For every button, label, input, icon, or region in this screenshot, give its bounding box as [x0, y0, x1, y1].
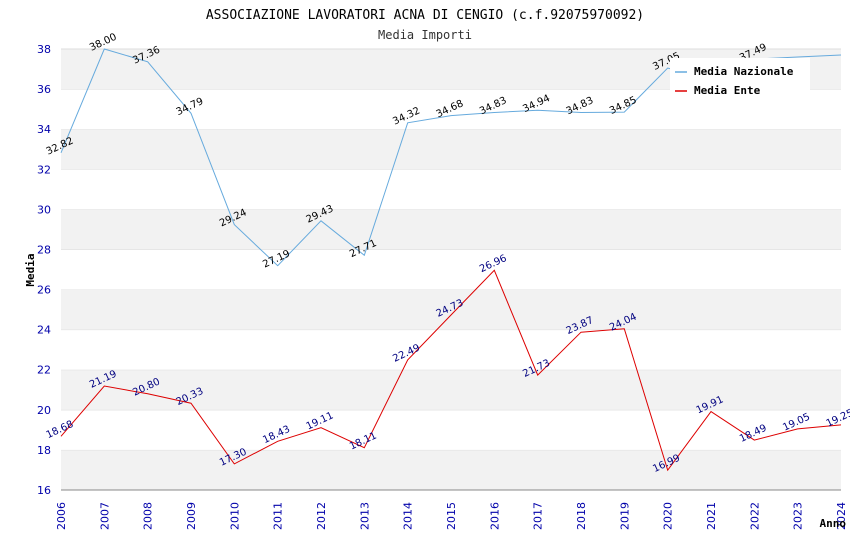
y-tick-label: 18: [37, 444, 51, 457]
x-tick-label: 2017: [532, 502, 545, 530]
x-tick-label: 2022: [748, 502, 761, 530]
x-tick-label: 2018: [575, 502, 588, 530]
grid-bands: [61, 48, 841, 490]
grid-band: [61, 329, 841, 370]
y-tick-label: 24: [37, 324, 51, 337]
legend-box: [670, 58, 810, 100]
chart-subtitle: Media Importi: [378, 28, 472, 42]
x-tick-label: 2014: [402, 502, 415, 530]
x-tick-label: 2013: [358, 502, 371, 530]
y-tick-label: 20: [37, 404, 51, 417]
chart-title: ASSOCIAZIONE LAVORATORI ACNA DI CENGIO (…: [206, 8, 644, 23]
y-tick-label: 32: [37, 163, 51, 176]
x-tick-label: 2006: [55, 502, 68, 530]
x-tick-label: 2019: [618, 502, 631, 530]
x-tick-label: 2015: [445, 502, 458, 530]
x-tick-label: 2011: [272, 502, 285, 530]
legend-label-ente: Media Ente: [694, 84, 761, 97]
y-tick-label: 26: [37, 284, 51, 297]
y-axis-label: Media: [24, 253, 37, 286]
grid-band: [61, 169, 841, 210]
grid-band: [61, 449, 841, 490]
y-tick-label: 34: [37, 123, 51, 136]
x-tick-label: 2007: [98, 502, 111, 530]
y-tick-label: 28: [37, 243, 51, 256]
y-tick-label: 36: [37, 83, 51, 96]
grid-band: [61, 289, 841, 330]
x-tick-label: 2023: [792, 502, 805, 530]
x-axis-ticks: 2006 2007 2008 2009 2010 2011 2012 2013 2014 2015…: [55, 502, 848, 530]
y-tick-label: 22: [37, 364, 51, 377]
x-tick-label: 2009: [185, 502, 198, 530]
x-axis-label: Anno: [820, 517, 847, 530]
x-tick-label: 2010: [228, 502, 241, 530]
x-tick-label: 2012: [315, 502, 328, 530]
x-tick-label: 2021: [705, 502, 718, 530]
series-line-ente: [60, 269, 842, 472]
y-tick-label: 30: [37, 203, 51, 216]
y-tick-label: 38: [37, 43, 51, 56]
legend-label-nazionale: Media Nazionale: [694, 65, 794, 78]
x-tick-label: 2024: [835, 502, 848, 530]
y-axis-ticks: 16 18 20 22 24 26 28 30 32 34 36 38: [37, 43, 51, 497]
x-tick-label: 2020: [662, 502, 675, 530]
grid-band: [61, 249, 841, 290]
x-tick-label: 2016: [488, 502, 501, 530]
y-tick-label: 16: [37, 484, 51, 497]
grid-band: [61, 129, 841, 170]
grid-band: [61, 209, 841, 250]
legend: Media Nazionale Media Ente: [670, 58, 810, 100]
grid-band: [61, 409, 841, 450]
x-tick-label: 2008: [142, 502, 155, 530]
